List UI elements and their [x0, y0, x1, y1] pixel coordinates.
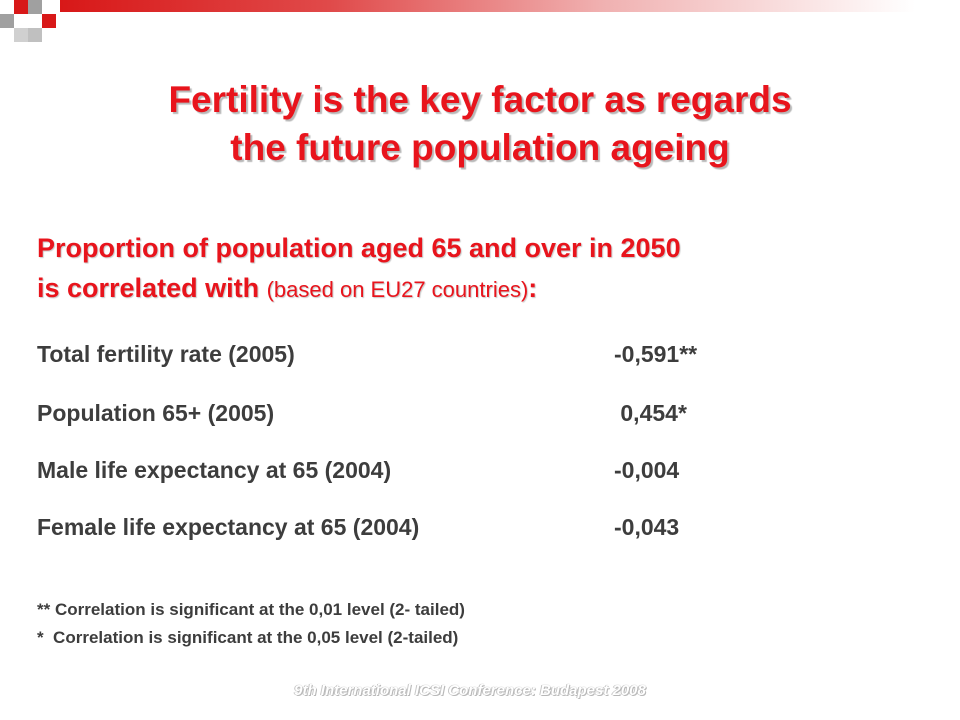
note-line-2: * Correlation is significant at the 0,05… — [37, 628, 459, 647]
row-label: Total fertility rate (2005) — [37, 341, 295, 367]
row-value: -0,043 — [614, 514, 680, 540]
deco-square-grey-2 — [0, 14, 14, 28]
correlation-row: Population 65+ (2005) 0,454* — [37, 396, 917, 430]
subtitle-line-2: is correlated with (based on EU27 countr… — [37, 268, 937, 310]
significance-notes: ** Correlation is significant at the 0,0… — [37, 596, 465, 652]
subtitle-line-1: Proportion of population aged 65 and ove… — [37, 233, 681, 263]
header-decoration — [0, 0, 960, 50]
slide-title: Fertility is the key factor as regards t… — [40, 76, 920, 172]
subtitle-line-2-bold: is correlated with — [37, 273, 267, 303]
deco-square-red-2 — [42, 14, 56, 28]
row-value: 0,454* — [614, 400, 687, 426]
correlation-row: Female life expectancy at 65 (2004) -0,0… — [37, 510, 917, 544]
note-line-1: ** Correlation is significant at the 0,0… — [37, 600, 465, 619]
deco-square-grey-3 — [28, 28, 42, 42]
row-label: Female life expectancy at 65 (2004) — [37, 514, 420, 540]
correlation-row: Male life expectancy at 65 (2004) -0,004 — [37, 453, 917, 487]
row-value: -0,004 — [614, 457, 680, 483]
slide-title-line-1: Fertility is the key factor as regards — [168, 79, 792, 120]
row-value: -0,591** — [614, 341, 698, 367]
row-label: Population 65+ (2005) — [37, 400, 275, 426]
deco-square-grey-1 — [28, 0, 42, 14]
correlation-row: Total fertility rate (2005) -0,591** — [37, 337, 917, 371]
subtitle-line-2-note: (based on EU27 countries) — [266, 277, 529, 302]
deco-square-grey-4 — [14, 28, 28, 42]
deco-square-red-1 — [14, 0, 28, 14]
subtitle-line-2-colon: : — [528, 273, 538, 303]
conference-footer: 9th International ICSI Conference: Budap… — [294, 682, 646, 699]
slide-subtitle: Proportion of population aged 65 and ove… — [37, 228, 937, 310]
slide-title-line-2: the future population ageing — [230, 127, 730, 168]
row-label: Male life expectancy at 65 (2004) — [37, 457, 392, 483]
deco-gradient-bar — [60, 0, 960, 12]
